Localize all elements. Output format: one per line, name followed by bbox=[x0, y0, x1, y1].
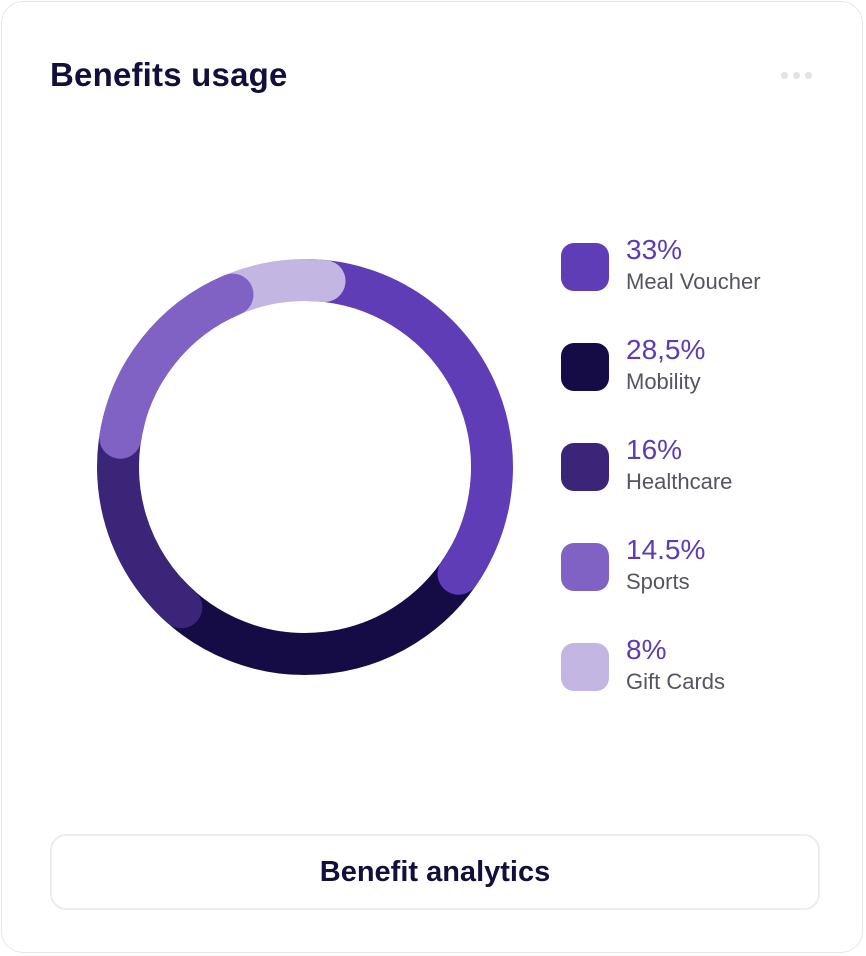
more-dot bbox=[792, 71, 800, 79]
card-title: Benefits usage bbox=[50, 56, 288, 93]
legend-percentage: 14.5% bbox=[626, 534, 706, 565]
legend-item-healthcare: 16% Healthcare bbox=[561, 434, 841, 504]
legend-swatch bbox=[561, 643, 609, 691]
legend-category-label: Sports bbox=[626, 569, 690, 594]
legend-percentage: 33% bbox=[626, 234, 683, 265]
legend-item-gift-cards: 8% Gift Cards bbox=[561, 634, 841, 704]
legend-item-meal-voucher: 33% Meal Voucher bbox=[561, 234, 841, 304]
legend-category-label: Mobility bbox=[626, 369, 701, 394]
legend-category-label: Meal Voucher bbox=[626, 269, 761, 294]
donut-slice-mobility bbox=[146, 536, 490, 675]
donut-slice-meal-voucher bbox=[284, 259, 513, 595]
legend-percentage: 8% bbox=[626, 634, 667, 665]
more-dot bbox=[780, 71, 788, 79]
legend-category-label: Healthcare bbox=[626, 469, 733, 494]
legend-swatch bbox=[561, 243, 609, 291]
legend-item-sports: 14.5% Sports bbox=[561, 534, 841, 604]
legend-swatch bbox=[561, 543, 609, 591]
benefit-analytics-button[interactable]: Benefit analytics bbox=[50, 834, 820, 910]
legend-percentage: 28,5% bbox=[626, 334, 706, 365]
more-dot bbox=[804, 71, 812, 79]
more-options-icon[interactable] bbox=[776, 64, 816, 86]
legend-category-label: Gift Cards bbox=[626, 669, 726, 694]
legend-percentage: 16% bbox=[626, 434, 683, 465]
legend-swatch bbox=[561, 343, 609, 391]
legend-item-mobility: 28,5% Mobility bbox=[561, 334, 841, 404]
donut-chart bbox=[97, 259, 513, 675]
legend-swatch bbox=[561, 443, 609, 491]
donut-slice-sports bbox=[99, 273, 254, 459]
